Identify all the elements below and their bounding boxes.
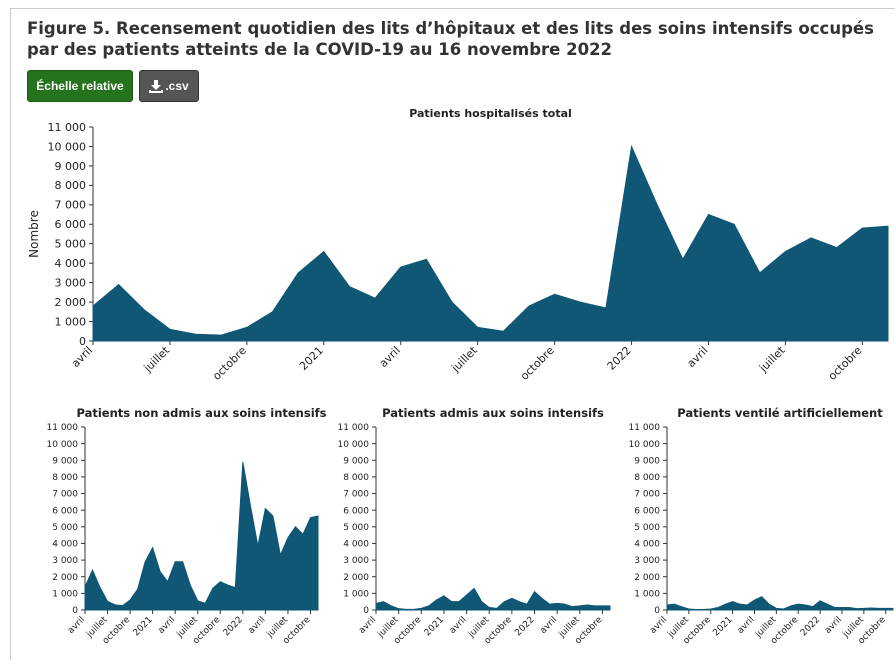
x-tick-label: avril — [685, 344, 711, 370]
y-axis-label: Nombre — [27, 210, 41, 258]
y-tick-label: 11 000 — [47, 423, 79, 433]
x-tick-label: avril — [69, 344, 95, 370]
area — [84, 461, 319, 611]
button-label: .csv — [165, 79, 189, 93]
x-tick-label: 2021 — [131, 615, 154, 638]
y-tick-label: 0 — [654, 606, 660, 616]
y-tick-label: 10 000 — [47, 440, 79, 450]
area — [92, 144, 889, 342]
y-tick-label: 1 000 — [634, 590, 660, 600]
x-tick-label: 2022 — [222, 615, 245, 638]
x-tick-label: 2022 — [513, 615, 536, 638]
x-tick-label: juillet — [756, 343, 788, 375]
y-tick-label: 9 000 — [343, 456, 369, 466]
chart-title: Patients non admis aux soins intensifs — [76, 406, 326, 420]
chart-title: Patients ventilé artificiellement — [677, 406, 883, 420]
y-tick-label: 11 000 — [48, 121, 87, 134]
x-tick-label: avril — [357, 615, 378, 636]
chart-title: Patients admis aux soins intensifs — [382, 406, 604, 420]
y-tick-label: 6 000 — [52, 506, 78, 516]
y-tick-label: 4 000 — [52, 540, 78, 550]
y-tick-label: 3 000 — [634, 556, 660, 566]
chart-title: Patients hospitalisés total — [409, 107, 572, 120]
csv-download-button[interactable]: .csv — [139, 70, 199, 102]
y-tick-label: 5 000 — [634, 523, 660, 533]
y-tick-label: 5 000 — [343, 523, 369, 533]
y-tick-label: 2 000 — [55, 296, 87, 309]
y-tick-label: 4 000 — [343, 540, 369, 550]
x-tick-label: avril — [448, 615, 469, 636]
y-tick-label: 10 000 — [338, 440, 370, 450]
x-tick-label: octobre — [518, 344, 557, 383]
x-tick-label: octobre — [826, 344, 865, 383]
button-label: Échelle relative — [36, 79, 124, 93]
y-tick-label: 0 — [79, 335, 86, 348]
y-tick-label: 3 000 — [52, 556, 78, 566]
y-tick-label: 2 000 — [52, 573, 78, 583]
area — [375, 587, 611, 611]
y-tick-label: 3 000 — [55, 276, 87, 289]
area — [666, 596, 894, 611]
y-tick-label: 3 000 — [343, 556, 369, 566]
y-tick-label: 1 000 — [55, 315, 87, 328]
download-icon — [149, 79, 164, 93]
x-tick-label: octobre — [210, 344, 249, 383]
y-tick-label: 7 000 — [55, 199, 87, 212]
y-tick-label: 8 000 — [52, 473, 78, 483]
y-tick-label: 9 000 — [634, 456, 660, 466]
y-tick-label: 1 000 — [343, 590, 369, 600]
y-tick-label: 4 000 — [634, 540, 660, 550]
x-tick-label: 2022 — [605, 344, 634, 373]
y-tick-label: 6 000 — [55, 218, 87, 231]
y-tick-label: 1 000 — [52, 590, 78, 600]
x-tick-label: avril — [538, 615, 559, 636]
x-tick-label: 2021 — [423, 615, 446, 638]
y-tick-label: 9 000 — [52, 456, 78, 466]
y-tick-label: 6 000 — [343, 506, 369, 516]
y-tick-label: 8 000 — [55, 179, 87, 192]
y-tick-label: 7 000 — [343, 490, 369, 500]
x-tick-label: 2021 — [711, 615, 734, 638]
frame — [10, 8, 895, 660]
y-tick-label: 2 000 — [343, 573, 369, 583]
y-tick-label: 4 000 — [55, 257, 87, 270]
y-tick-label: 11 000 — [629, 423, 661, 433]
x-tick-label: 2021 — [297, 344, 326, 373]
y-tick-label: 5 000 — [52, 523, 78, 533]
y-tick-label: 0 — [363, 606, 369, 616]
y-tick-label: 10 000 — [48, 140, 87, 153]
figure-title: Figure 5. Recensement quotidien des lits… — [27, 19, 874, 59]
y-tick-label: 6 000 — [634, 506, 660, 516]
y-tick-label: 9 000 — [55, 160, 87, 173]
x-tick-label: juillet — [448, 343, 480, 375]
y-tick-label: 0 — [72, 606, 78, 616]
y-tick-label: 8 000 — [634, 473, 660, 483]
x-tick-label: avril — [377, 344, 403, 370]
x-tick-label: juillet — [141, 343, 173, 375]
x-tick-label: 2022 — [799, 615, 822, 638]
y-tick-label: 5 000 — [55, 238, 87, 251]
relative-scale-button[interactable]: Échelle relative — [27, 70, 133, 102]
y-tick-label: 11 000 — [338, 423, 370, 433]
y-tick-label: 10 000 — [629, 440, 661, 450]
y-tick-label: 7 000 — [634, 490, 660, 500]
y-tick-label: 8 000 — [343, 473, 369, 483]
y-tick-label: 2 000 — [634, 573, 660, 583]
y-tick-label: 7 000 — [52, 490, 78, 500]
